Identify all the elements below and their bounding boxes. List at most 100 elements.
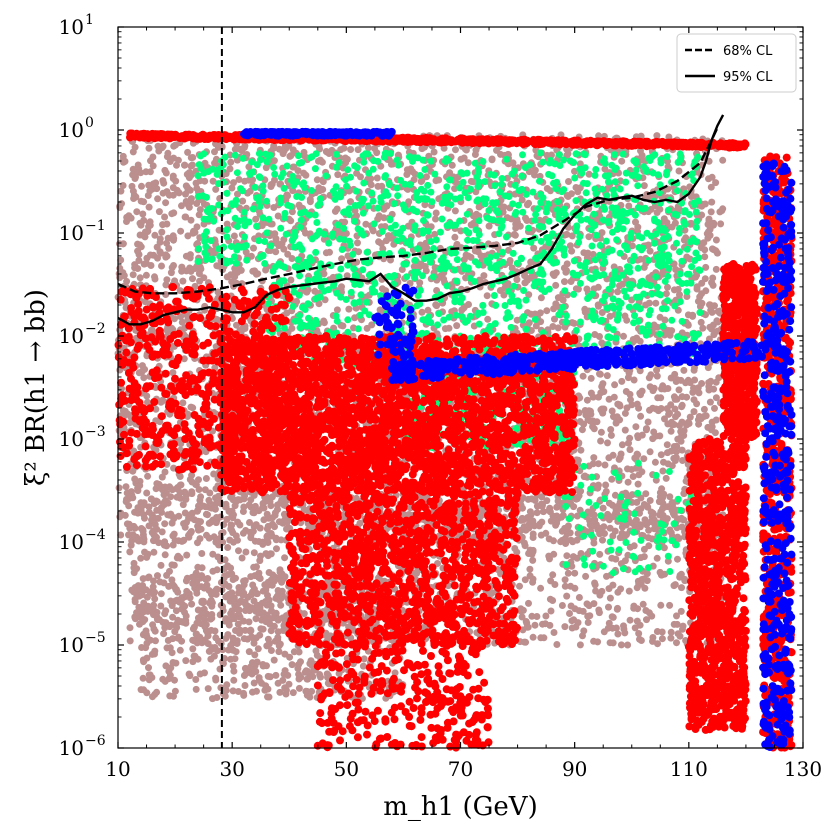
brown-points-point: [161, 551, 169, 559]
brown-points-point: [380, 214, 388, 222]
brown-points-point: [712, 378, 720, 386]
brown-points-point: [453, 322, 461, 330]
brown-points-point: [169, 235, 177, 243]
brown-points-point: [563, 552, 571, 560]
brown-points-point: [571, 584, 579, 592]
brown-points-point: [565, 178, 572, 185]
brown-points-point: [274, 506, 281, 513]
brown-points-point: [129, 531, 137, 539]
brown-points-point: [576, 641, 584, 649]
brown-points-point: [571, 569, 579, 577]
brown-points-point: [374, 182, 382, 190]
brown-points-point: [596, 530, 604, 538]
brown-points-point: [143, 489, 151, 497]
brown-points-point: [178, 202, 185, 210]
brown-points-point: [626, 390, 634, 398]
brown-points-point: [135, 251, 143, 258]
brown-points-point: [653, 372, 661, 380]
brown-points-point: [554, 294, 562, 302]
brown-points-point: [161, 520, 169, 528]
brown-points-point: [378, 285, 386, 293]
brown-points-point: [590, 454, 598, 462]
brown-points-point: [672, 378, 680, 385]
brown-points-point: [618, 157, 626, 165]
brown-points-point: [306, 195, 314, 203]
brown-points-point: [140, 538, 148, 546]
brown-points-point: [187, 216, 195, 224]
brown-points-point: [708, 308, 716, 316]
brown-points-point: [651, 458, 659, 466]
brown-points-point: [583, 285, 591, 293]
brown-points-point: [320, 319, 328, 327]
brown-points-point: [678, 418, 686, 426]
brown-points-point: [141, 365, 149, 373]
brown-points-point: [170, 514, 178, 522]
brown-points-point: [701, 253, 709, 261]
brown-points-point: [666, 493, 674, 501]
brown-points-point: [589, 460, 597, 468]
brown-points-point: [667, 401, 675, 409]
brown-points-point: [432, 209, 440, 217]
brown-points-point: [195, 526, 202, 534]
brown-points-point: [386, 232, 394, 240]
brown-points-point: [574, 456, 582, 464]
brown-points-point: [543, 185, 551, 192]
brown-points-point: [599, 536, 606, 544]
brown-points-point: [668, 223, 676, 231]
brown-points-point: [131, 261, 139, 269]
brown-points-point: [126, 637, 134, 645]
brown-points-point: [585, 233, 593, 241]
brown-points-point: [649, 634, 657, 641]
brown-points-point: [607, 431, 615, 439]
brown-points-point: [164, 511, 172, 519]
brown-points-point: [451, 233, 459, 241]
brown-points-point: [597, 428, 605, 436]
brown-points-point: [187, 162, 195, 170]
brown-points-point: [137, 554, 145, 562]
brown-points-point: [146, 218, 154, 226]
brown-points-point: [250, 523, 258, 530]
brown-points-point: [664, 385, 672, 392]
brown-points-point: [657, 451, 665, 459]
brown-points-point: [268, 180, 276, 188]
brown-points-point: [606, 312, 614, 320]
brown-points-point: [575, 594, 583, 601]
brown-points-point: [644, 418, 652, 426]
brown-points-point: [128, 491, 136, 499]
brown-points-point: [656, 432, 664, 440]
brown-points-point: [510, 231, 518, 238]
brown-points-point: [195, 270, 203, 278]
brown-points-point: [347, 146, 355, 153]
brown-points-point: [145, 522, 153, 530]
brown-points-point: [678, 401, 686, 409]
brown-points-point: [702, 263, 710, 271]
brown-points-point: [624, 641, 632, 649]
brown-points-point: [693, 285, 701, 293]
brown-points-point: [705, 386, 713, 394]
brown-points-point: [334, 171, 342, 179]
brown-points-point: [671, 457, 679, 464]
brown-points-point: [377, 240, 385, 247]
brown-points-point: [333, 205, 341, 213]
brown-points-point: [713, 317, 721, 325]
brown-points-point: [663, 441, 671, 449]
brown-points-point: [550, 305, 558, 313]
brown-points-point: [161, 468, 169, 476]
brown-points-point: [213, 262, 221, 270]
brown-points-point: [160, 541, 168, 549]
brown-points-point: [674, 285, 682, 293]
brown-points-point: [154, 195, 162, 203]
brown-points-point: [201, 177, 209, 185]
brown-points-point: [146, 187, 154, 195]
brown-points-point: [187, 267, 195, 275]
brown-points-point: [671, 395, 679, 403]
brown-points-point: [646, 383, 654, 391]
brown-points-point: [667, 529, 675, 537]
brown-points-point: [673, 639, 680, 647]
brown-points-point: [241, 177, 249, 185]
brown-points-point: [250, 244, 257, 252]
brown-points-point: [168, 210, 176, 218]
brown-points-point: [605, 395, 613, 403]
brown-points-point: [625, 587, 633, 595]
brown-points-point: [163, 220, 171, 228]
